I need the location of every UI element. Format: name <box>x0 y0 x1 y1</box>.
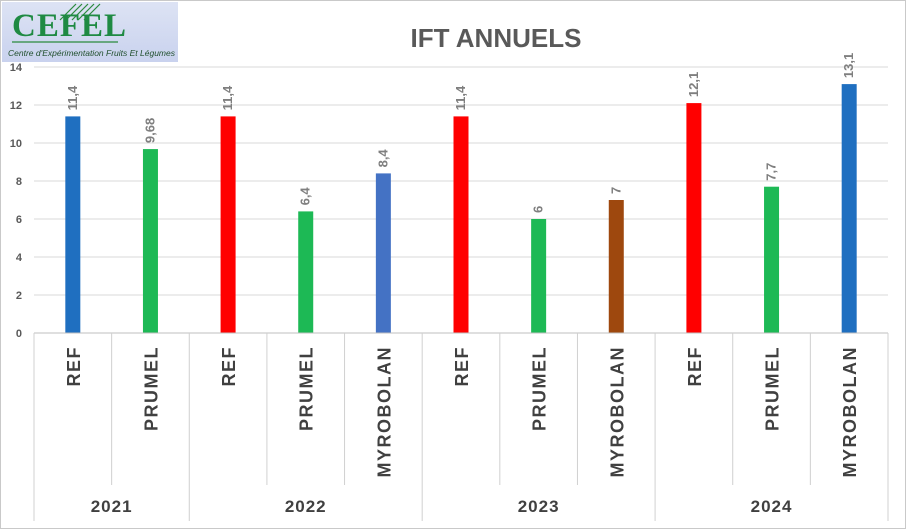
value-label: 11,4 <box>220 85 235 110</box>
bar-2024-myrobolan <box>841 84 857 333</box>
value-label: 6 <box>531 206 546 213</box>
bar-2022-ref <box>220 116 236 334</box>
y-tick-label: 0 <box>16 328 22 340</box>
chart-title: IFT ANNUELS <box>411 23 582 53</box>
category-label: REF <box>685 346 705 387</box>
bar-2023-myrobolan <box>608 200 624 333</box>
group-labels: 2021 2022 2023 2024 <box>91 497 793 516</box>
group-label-2022: 2022 <box>285 497 327 516</box>
bar-2022-myrobolan <box>375 173 391 333</box>
bars <box>65 84 857 334</box>
cefel-logo: CEFEL Centre d'Expérimentation Fruits Et… <box>2 2 178 62</box>
category-label: MYROBOLAN <box>374 346 394 478</box>
group-label-2023: 2023 <box>518 497 560 516</box>
bar-2023-prumel <box>531 219 547 333</box>
bar-2021-prumel <box>142 149 158 333</box>
value-label: 9,68 <box>142 118 157 143</box>
value-label: 7,7 <box>764 163 779 181</box>
value-label: 13,1 <box>841 53 856 78</box>
group-label-2024: 2024 <box>751 497 793 516</box>
category-label: MYROBOLAN <box>840 346 860 478</box>
category-label: REF <box>219 346 239 387</box>
bar-2021-ref <box>65 116 81 334</box>
category-label: PRUMEL <box>297 346 317 431</box>
value-label: 12,1 <box>686 72 701 97</box>
y-tick-label: 4 <box>16 252 23 264</box>
logo-name: CEFEL <box>12 8 128 44</box>
value-label: 7 <box>608 187 623 194</box>
y-tick-label: 12 <box>10 100 22 112</box>
category-label: MYROBOLAN <box>607 346 627 478</box>
category-label: REF <box>64 346 84 387</box>
value-label: 6,4 <box>298 187 313 206</box>
y-tick-label: 8 <box>16 176 22 188</box>
bar-2024-ref <box>686 103 702 333</box>
y-tick-label: 14 <box>10 62 23 74</box>
category-label: REF <box>452 346 472 387</box>
value-label: 11,4 <box>453 85 468 110</box>
value-label: 8,4 <box>375 149 390 168</box>
value-labels: 11,4 9,68 11,4 6,4 8,4 11,4 6 7 12,1 7,7 13,1 <box>65 53 856 213</box>
category-label: PRUMEL <box>530 346 550 431</box>
category-label: PRUMEL <box>763 346 783 431</box>
bar-2024-prumel <box>764 186 780 333</box>
bar-2022-prumel <box>298 211 314 333</box>
y-tick-label: 6 <box>16 214 22 226</box>
logo-stripes-icon <box>12 3 118 43</box>
y-tick-label: 2 <box>16 290 22 302</box>
group-label-2021: 2021 <box>91 497 133 516</box>
x-axis <box>33 332 889 521</box>
logo-subtitle: Centre d'Expérimentation Fruits Et Légum… <box>8 48 175 58</box>
category-label: PRUMEL <box>141 346 161 431</box>
y-axis-ticks: 0 2 4 6 8 10 12 14 <box>10 62 23 340</box>
value-label: 11,4 <box>65 85 80 110</box>
bar-2023-ref <box>453 116 469 334</box>
y-tick-label: 10 <box>10 138 22 150</box>
category-labels: REF PRUMEL REF PRUMEL MYROBOLAN REF PRUMEL MYRO… <box>64 346 860 478</box>
